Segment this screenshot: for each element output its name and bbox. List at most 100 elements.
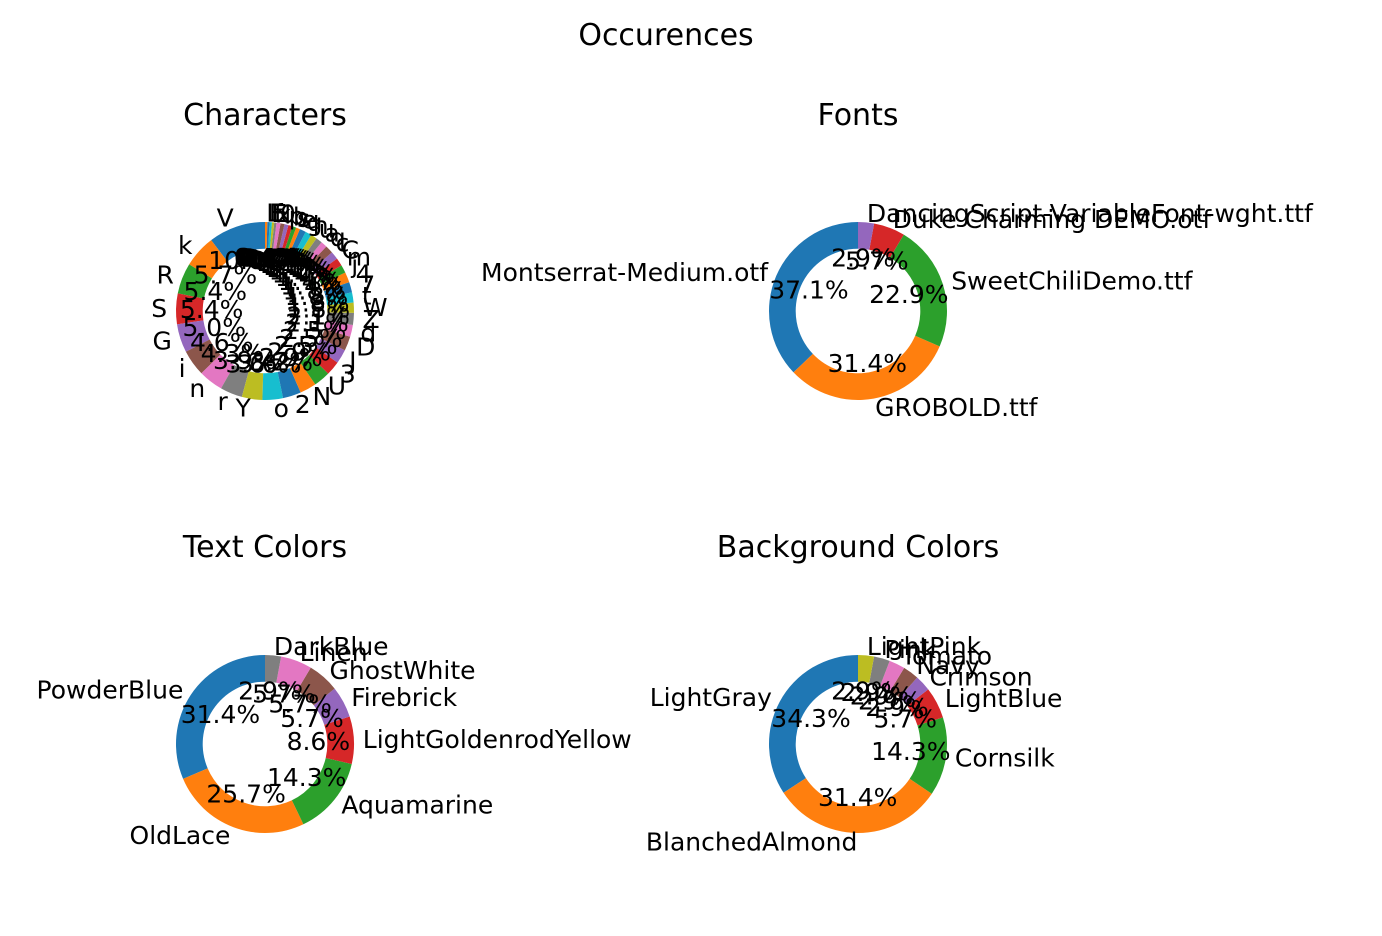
background-colors-label-lightgray: LightGray [650,683,772,712]
characters-pct-t: 1.8% [286,288,350,317]
characters-slice-i [185,339,221,374]
characters-slice-s [284,226,297,253]
characters-label-q: q [330,223,346,252]
characters-pct-e: 0.7% [253,247,317,276]
characters-pct-u: 2.9% [267,338,331,367]
characters-label-w: W [363,293,388,322]
characters-label-0: 0 [280,200,296,229]
fonts-slice-duke-charming-demo-otf [869,223,904,258]
characters-label-d: D [356,332,375,361]
text-colors-pct-aquamarine: 14.3% [267,763,346,792]
characters-pct-h: 1.1% [259,250,323,279]
characters-slice-n [289,362,316,393]
fonts-title: Fonts [818,98,899,133]
characters-pct-7: 1.8% [285,282,349,311]
characters-pct-r: 3.9% [213,346,277,375]
text-colors-pct-linen: 5.7% [252,680,316,709]
characters-label-z: Z [363,305,380,334]
fonts-pct-sweetchilidemo-ttf: 22.9% [869,280,948,309]
characters-label-v: V [217,204,234,233]
characters-label-g: g [307,208,323,237]
background-colors-pct-cornsilk: 14.3% [871,737,950,766]
characters-slice-n [201,354,235,389]
background-colors-label-pink: Pink [884,635,936,664]
characters-slice-j [315,338,345,363]
text-colors-pct-lightgoldenrodyellow: 8.6% [287,727,351,756]
characters-pct-i: 4.6% [190,328,254,357]
characters-pct-4: 1.8% [283,276,347,305]
fonts-slice-montserrat-medium-otf [769,222,858,373]
characters-label-4: 4 [356,259,372,288]
fonts-pct-dancingscript-variablefont-wght-ttf: 2.9% [831,243,895,272]
characters-slice-m [315,258,342,280]
characters-label-r: R [157,261,174,290]
characters-label-p: p [289,201,305,230]
background-colors-slice-lightblue [907,689,943,726]
background-colors-label-lightpink: LightPink [867,632,982,661]
fonts-pct-montserrat-medium-otf: 37.1% [769,275,848,304]
characters-pct-3: 2.5% [274,331,338,360]
background-colors-pct-tomato: 2.9% [850,682,914,711]
characters-slice-0 [273,222,281,250]
figure-title: Occurences [578,18,753,53]
characters-label-d: d [360,318,376,347]
text-colors-slice-linen [276,656,311,691]
background-colors-pct-lightgray: 34.3% [771,704,850,733]
characters-slice-g [289,229,306,256]
fonts-label-duke-charming-demo-otf: Duke Charming DEMO.otf [893,205,1213,234]
characters-pct-u: 1.1% [263,252,327,281]
background-colors-title: Background Colors [717,530,999,565]
background-colors-slice-blanchedalmond [783,778,932,834]
text-colors-label-lightgoldenrodyellow: LightGoldenrodYellow [363,725,632,754]
fonts-label-grobold-ttf: GROBOLD.ttf [875,393,1039,422]
text-colors-slice-darkblue [265,655,282,683]
characters-label-k: k [178,231,193,260]
text-colors-slice-ghostwhite [297,667,335,706]
characters-pct-v: 10.0% [208,246,287,275]
characters-pct-g: 1.1% [256,248,320,277]
characters-pct-x: 0.4% [239,243,303,272]
text-colors-label-oldlace: OldLace [130,821,231,850]
characters-pct-e: 0.4% [237,243,301,272]
characters-label-c: c [336,229,350,258]
text-colors-slice-lightgoldenrodyellow [324,716,355,764]
characters-slice-q [304,242,327,266]
text-colors-label-linen: Linen [300,638,368,667]
fonts-label-dancingscript-variablefont-wght-ttf: DancingScript-VariableFont-wght.ttf [867,199,1314,228]
background-colors-slice-tomato [880,660,905,691]
characters-label-c: C [341,235,358,264]
characters-slice-d [324,320,353,337]
characters-pct-l: 0.4% [234,243,298,272]
characters-pct-q: 1.1% [269,257,333,286]
background-colors-slice-lightgray [768,655,858,793]
text-colors-pct-ghostwhite: 5.7% [268,689,332,718]
text-colors-label-darkblue: DarkBlue [274,632,389,661]
characters-label-l: L [266,199,280,228]
characters-slice-l [275,223,285,251]
characters-label-n: n [189,374,205,403]
characters-label-j: j [350,250,358,279]
background-colors-pct-pink: 2.9% [841,678,905,707]
characters-label-e: E [271,199,287,228]
background-colors-pct-navy: 2.9% [858,687,922,716]
characters-pct-f: 0.4% [238,243,302,272]
characters-pct-y: 3.6% [225,349,289,378]
characters-label-e: e [301,206,316,235]
characters-pct-b: 0.7% [248,245,312,274]
text-colors-label-firebrick: Firebrick [351,683,457,712]
background-colors-label-crimson: Crimson [929,663,1032,692]
background-colors-pct-crimson: 2.9% [865,693,929,722]
characters-label-j: J [347,347,356,376]
background-colors-label-lightblue: LightBlue [945,684,1063,713]
text-colors-slice-oldlace [183,768,304,833]
characters-label-m: m [347,243,371,272]
characters-pct-g: 5.0% [182,313,246,342]
characters-pct-o: 3.6% [238,350,302,379]
characters-slice-r [177,264,212,299]
text-colors-pct-oldlace: 25.7% [206,779,285,808]
characters-pct-a: 1.1% [266,254,330,283]
characters-label-u: u [319,215,335,244]
